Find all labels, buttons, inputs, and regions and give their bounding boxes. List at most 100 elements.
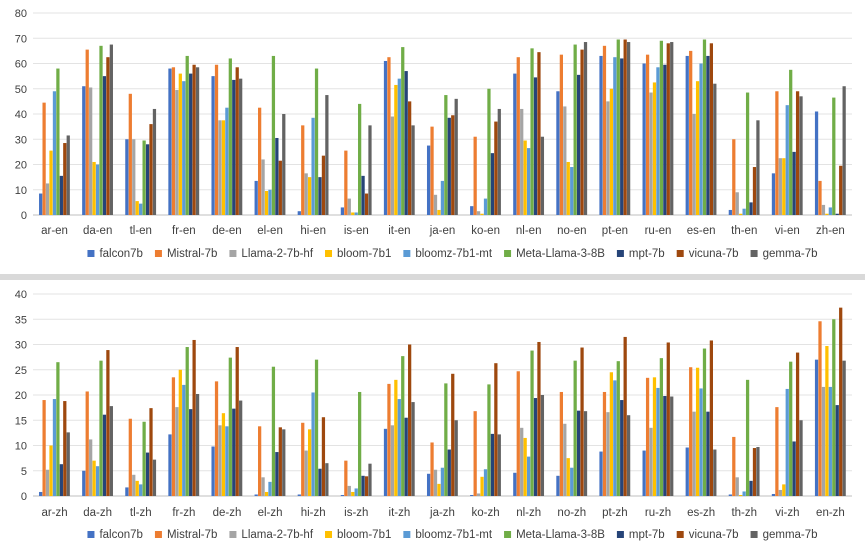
bar-meta-llama-3-8b-pt-zh	[616, 361, 620, 496]
bar-bloomz-7b1-mt-ru-zh	[656, 387, 660, 496]
bar-llama-2-7b-hf-ar-en	[45, 183, 50, 215]
bar-falcon7b-zh-en	[814, 111, 819, 215]
bar-falcon7b-ru-en	[642, 63, 646, 215]
bar-group-th-zh	[728, 379, 760, 496]
bar-vicuna-7b-en-zh	[839, 307, 843, 496]
bar-gemma-7b-th-en	[756, 120, 760, 215]
legend-swatch	[616, 250, 624, 257]
bar-meta-llama-3-8b-tl-en	[142, 140, 146, 215]
bar-falcon7b-es-zh	[685, 447, 689, 496]
bar-mpt-7b-hi-en	[318, 177, 322, 216]
bar-group-fr-zh	[168, 339, 200, 496]
bar-mpt-7b-vi-zh	[792, 441, 796, 496]
x-tick-label: no-en	[557, 225, 586, 237]
bar-falcon7b-tl-zh	[125, 487, 129, 496]
bar-mistral-7b-es-zh	[689, 367, 693, 496]
bar-mpt-7b-el-en	[275, 137, 279, 215]
bar-bloomz-7b1-mt-it-en	[397, 78, 401, 216]
bar-llama-2-7b-hf-no-en	[563, 106, 567, 215]
bar-llama-2-7b-hf-en-zh	[821, 386, 826, 496]
bar-meta-llama-3-8b-ar-en	[56, 68, 60, 215]
bar-mpt-7b-ar-zh	[59, 464, 63, 496]
x-tick-label: ko-zh	[472, 507, 500, 519]
bar-gemma-7b-nl-zh	[540, 395, 545, 496]
legend-item-bloomz-7b1-mt: bloomz-7b1-mt	[403, 529, 493, 541]
legend-item-gemma-7b: gemma-7b	[750, 248, 818, 260]
bar-meta-llama-3-8b-it-en	[401, 47, 405, 216]
legend-swatch	[403, 250, 411, 257]
bar-mistral-7b-pt-zh	[602, 391, 607, 496]
bar-mistral-7b-tl-zh	[128, 418, 132, 496]
legend-item-bloomz-7b1-mt: bloomz-7b1-mt	[403, 248, 493, 260]
bar-falcon7b-en-zh	[814, 359, 819, 496]
bar-llama-2-7b-hf-fr-zh	[175, 407, 179, 496]
bar-vicuna-7b-ru-en	[666, 43, 670, 215]
bar-falcon7b-ja-zh	[426, 473, 431, 496]
bar-gemma-7b-nl-en	[540, 136, 545, 215]
bar-bloom-7b1-ja-zh	[437, 483, 441, 496]
bar-mpt-7b-th-zh	[749, 480, 753, 496]
bar-llama-2-7b-hf-th-zh	[735, 477, 739, 496]
bar-mpt-7b-no-zh	[576, 410, 581, 496]
bar-llama-2-7b-hf-vi-en	[778, 158, 782, 215]
bar-vicuna-7b-vi-en	[795, 91, 800, 215]
bar-group-de-zh	[211, 347, 243, 496]
bar-falcon7b-vi-zh	[771, 493, 776, 496]
bar-falcon7b-hi-zh	[297, 494, 301, 496]
bar-falcon7b-th-zh	[728, 494, 732, 496]
bar-meta-llama-3-8b-ja-zh	[444, 383, 448, 496]
bar-vicuna-7b-ko-zh	[494, 363, 498, 496]
bar-group-ja-zh	[426, 373, 458, 496]
bar-mistral-7b-hi-zh	[301, 422, 305, 496]
y-tick-label: 10	[15, 441, 27, 453]
bar-llama-2-7b-hf-es-zh	[692, 411, 696, 496]
bar-group-zh-en	[814, 86, 846, 215]
legend-label: Meta-Llama-3-8B	[516, 248, 605, 260]
legend: falcon7b Mistral-7b Llama-2-7b-hf bloom-7b1…	[87, 529, 818, 541]
legend-item-mpt-7b: mpt-7b	[616, 529, 665, 541]
bar-falcon7b-ar-en	[39, 193, 43, 215]
bars	[39, 307, 846, 497]
bar-meta-llama-3-8b-nl-zh	[530, 350, 534, 496]
bar-gemma-7b-it-en	[411, 125, 415, 215]
x-tick-label: zh-en	[816, 225, 845, 237]
bar-bloom-7b1-da-en	[92, 161, 96, 215]
bar-bloomz-7b1-mt-da-zh	[95, 466, 100, 496]
bar-llama-2-7b-hf-es-en	[692, 114, 696, 215]
bar-bloomz-7b1-mt-de-zh	[225, 426, 229, 496]
bar-vicuna-7b-ko-en	[494, 121, 498, 215]
bar-falcon7b-vi-en	[771, 173, 776, 215]
bar-mpt-7b-vi-en	[792, 151, 796, 216]
bar-mpt-7b-fr-en	[189, 73, 193, 215]
bar-group-vi-zh	[771, 352, 803, 496]
bar-vicuna-7b-is-zh	[364, 476, 369, 496]
bar-bloomz-7b1-mt-da-en	[95, 164, 100, 215]
legend-item-vicuna-7b: vicuna-7b	[676, 529, 739, 541]
bar-gemma-7b-ja-en	[454, 98, 458, 215]
bar-meta-llama-3-8b-is-en	[358, 103, 362, 215]
bar-mistral-7b-fr-zh	[171, 377, 176, 496]
bar-falcon7b-ja-en	[426, 145, 431, 215]
x-tick-label: hi-en	[300, 225, 326, 237]
bar-group-ar-zh	[39, 362, 70, 496]
legend-swatch	[403, 531, 411, 538]
bar-llama-2-7b-hf-ar-zh	[45, 469, 50, 496]
legend-item-meta-llama-3-8b: Meta-Llama-3-8B	[504, 529, 605, 541]
legend-item-bloom-7b1: bloom-7b1	[325, 248, 391, 260]
bar-gemma-7b-is-en	[368, 125, 372, 215]
bar-falcon7b-ar-zh	[39, 491, 43, 496]
bar-group-ko-en	[470, 88, 501, 215]
bar-group-nl-en	[513, 48, 545, 215]
bar-gemma-7b-pt-zh	[626, 415, 631, 496]
legend-swatch	[87, 531, 95, 538]
legend-swatch	[676, 250, 684, 257]
y-tick-label: 40	[15, 109, 27, 121]
bar-vicuna-7b-nl-zh	[537, 341, 541, 496]
legend-item-llama-2-7b-hf: Llama-2-7b-hf	[229, 248, 314, 260]
bar-gemma-7b-tl-en	[152, 108, 157, 215]
bar-bloom-7b1-it-zh	[394, 379, 398, 496]
x-tick-label: no-zh	[557, 507, 586, 519]
bar-meta-llama-3-8b-ko-zh	[487, 384, 491, 496]
bar-mpt-7b-ja-zh	[447, 449, 451, 496]
bar-meta-llama-3-8b-no-zh	[573, 360, 577, 496]
